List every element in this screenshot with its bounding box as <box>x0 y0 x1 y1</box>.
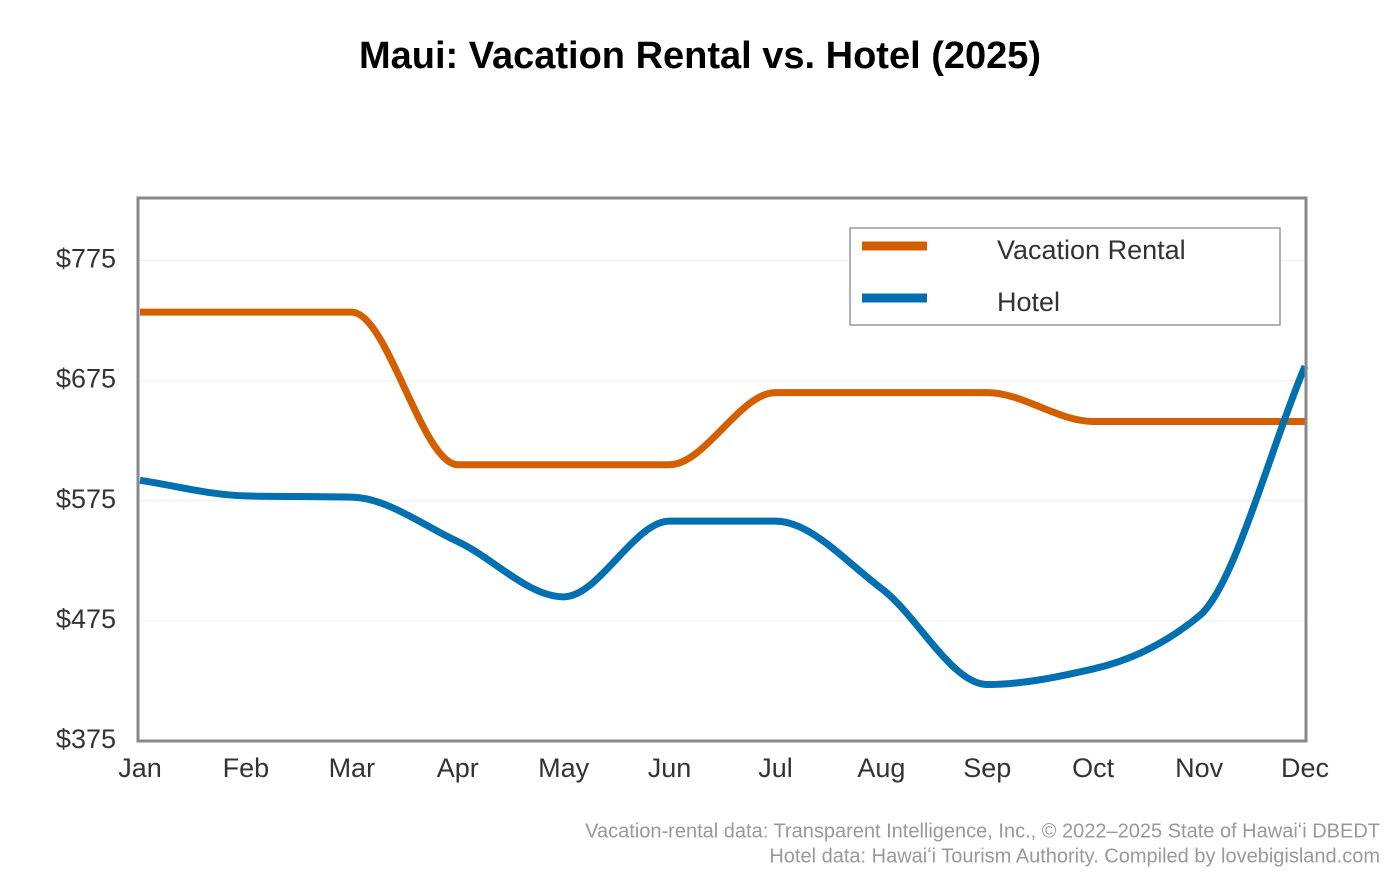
series-line <box>140 308 1305 469</box>
x-tick-label: Jan <box>118 753 162 783</box>
lines <box>139 308 1309 689</box>
x-tick-label: May <box>538 753 590 783</box>
chart-title: Maui: Vacation Rental vs. Hotel (2025) <box>359 35 1041 77</box>
y-tick-label: $675 <box>56 364 116 394</box>
legend-label: Hotel <box>997 287 1060 317</box>
x-tick-label: Feb <box>223 753 270 783</box>
source-note: Vacation-rental data: Transparent Intell… <box>585 820 1380 842</box>
x-tick-label: Aug <box>857 753 905 783</box>
y-tick-label: $775 <box>56 244 116 274</box>
y-tick-label: $575 <box>56 484 116 514</box>
x-tick-label: Sep <box>963 753 1011 783</box>
x-tick-label: Dec <box>1281 753 1329 783</box>
legend-label: Vacation Rental <box>997 235 1186 265</box>
legend: Vacation Rental Hotel <box>849 227 1281 326</box>
series-line <box>139 364 1309 689</box>
x-tick-label: Jul <box>758 753 793 783</box>
x-tick-label: Oct <box>1072 753 1115 783</box>
plot-frame <box>136 196 1308 743</box>
source-note: Hotel data: Hawaiʻi Tourism Authority. C… <box>769 845 1380 867</box>
x-tick-label: Apr <box>437 753 479 783</box>
x-tick-label: Nov <box>1175 753 1224 783</box>
x-tick-label: Jun <box>648 753 692 783</box>
y-tick-label: $475 <box>56 604 116 634</box>
axes: $375 $475 $575 $675 $775 Jan Feb Mar Apr May Jun Ju… <box>56 244 1329 784</box>
x-tick-label: Mar <box>329 753 376 783</box>
grid <box>140 259 1305 742</box>
y-tick-label: $375 <box>56 724 116 754</box>
